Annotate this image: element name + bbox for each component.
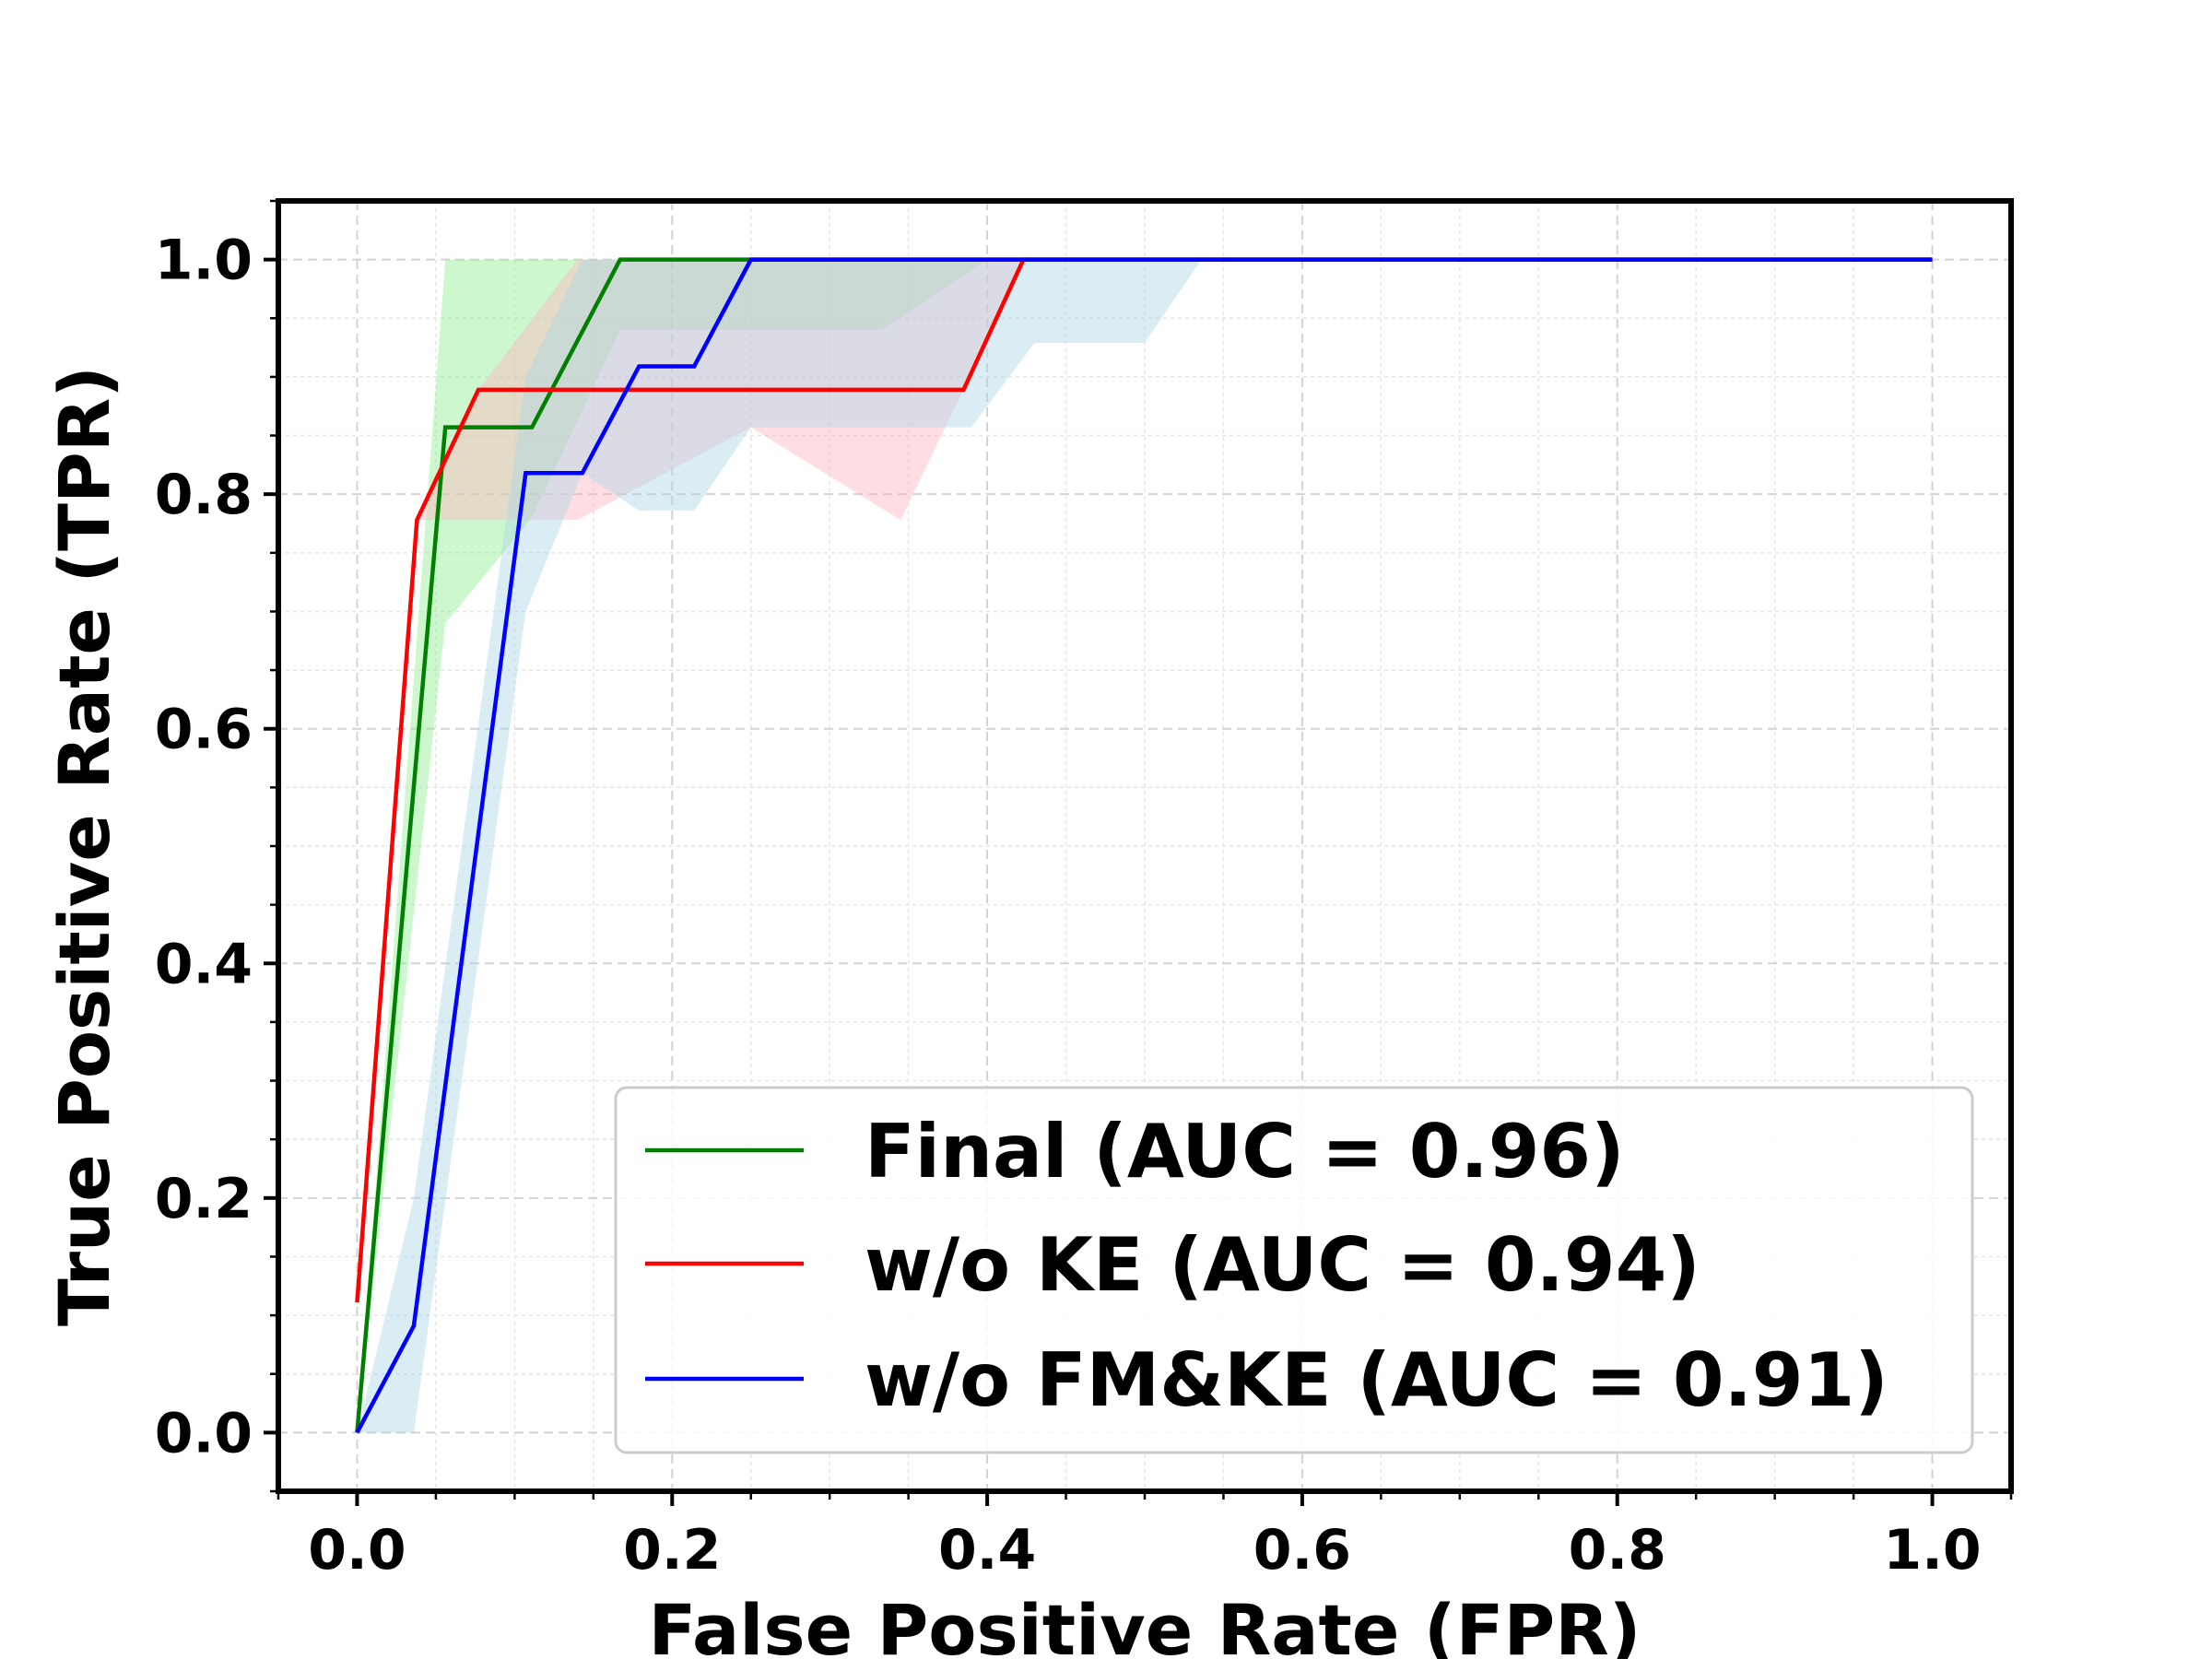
- legend: Final (AUC = 0.96) w/o KE (AUC = 0.94) w…: [614, 1086, 1974, 1454]
- x-tick-label: 0.4: [938, 1518, 1036, 1583]
- x-axis-label: False Positive Rate (FPR): [649, 1589, 1641, 1659]
- x-tick-label: 0.0: [308, 1518, 406, 1583]
- legend-label-wo-ke: w/o KE (AUC = 0.94): [865, 1222, 1700, 1308]
- y-tick-label: 0.6: [155, 698, 253, 762]
- x-tick-label: 0.2: [623, 1518, 721, 1583]
- x-tick-label: 0.6: [1253, 1518, 1351, 1583]
- roc-line-wo-fm-ke: [355, 257, 1933, 1434]
- legend-label-wo-fm-ke: w/o FM&KE (AUC = 0.91): [865, 1337, 1888, 1423]
- y-tick-label: 1.0: [155, 229, 253, 293]
- legend-box: [614, 1086, 1974, 1454]
- y-tick-label: 0.8: [155, 463, 253, 527]
- band-wo-ke: [357, 259, 1933, 1303]
- legend-label-final: Final (AUC = 0.96): [865, 1109, 1625, 1194]
- y-axis-label: True Positive Rate (TPR): [43, 366, 125, 1326]
- band-final: [357, 259, 1933, 1433]
- x-tick-label: 0.8: [1569, 1518, 1666, 1583]
- x-tick-label: 1.0: [1883, 1518, 1981, 1583]
- axis-ticks: [264, 199, 2013, 1506]
- y-tick-label: 0.0: [155, 1401, 253, 1465]
- confidence-bands: [357, 259, 1933, 1433]
- y-tick-label: 0.2: [155, 1167, 253, 1231]
- y-tick-label: 0.4: [155, 932, 253, 996]
- roc-curves: [355, 257, 1933, 1434]
